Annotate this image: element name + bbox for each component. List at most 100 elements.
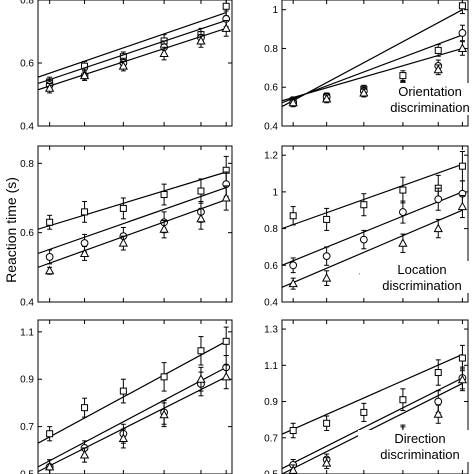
plot-area (38, 0, 231, 94)
fit-line-circle (38, 187, 227, 255)
plot-area (38, 326, 231, 474)
fit-line-square (282, 163, 463, 230)
data-point-circle (399, 208, 407, 216)
series-triangle (38, 19, 231, 94)
data-point-square (197, 347, 205, 355)
data-point-square (119, 387, 127, 395)
fit-line-circle (38, 19, 227, 85)
data-point-square (46, 430, 54, 438)
annotation-text: discrimination (390, 100, 469, 115)
annotation-text: Location (397, 262, 446, 277)
chart-panel-3: 0.4 0.6 0.8 (20, 145, 233, 309)
plot-area (38, 155, 231, 275)
data-point-square (81, 404, 89, 412)
series-triangle (38, 364, 231, 474)
fit-line-triangle (282, 209, 463, 288)
fit-line-circle (282, 34, 463, 104)
chart-panel-1: 0.4 0.6 0.8 (20, 0, 233, 133)
y-tick-label: 0.7 (20, 422, 34, 433)
data-point-triangle (44, 461, 55, 471)
series-square (282, 344, 466, 439)
fit-line-triangle (282, 47, 463, 102)
fit-line-square (38, 12, 227, 78)
y-tick-label: 0.4 (264, 122, 278, 133)
data-point-square (289, 212, 297, 220)
chart-panel-5: 0.5 0.7 0.9 1.1 (20, 319, 233, 474)
data-point-square (81, 62, 89, 70)
y-tick-label: 0.8 (20, 0, 34, 7)
plot-area (282, 0, 468, 108)
axes-frame (281, 145, 469, 303)
y-tick-label: 0.4 (20, 122, 34, 133)
y-tick-label: 1.2 (264, 151, 278, 162)
data-point-triangle (321, 458, 332, 467)
y-tick-label: 0.5 (20, 470, 34, 474)
data-point-circle (458, 29, 467, 37)
data-point-circle (359, 235, 368, 244)
series-square (38, 326, 230, 444)
data-point-circle (45, 253, 54, 261)
fit-line-circle (282, 377, 463, 470)
fit-line-triangle (282, 382, 463, 474)
data-point-square (81, 208, 89, 216)
y-tick-label: 1 (272, 187, 278, 198)
y-tick-label: 0.9 (264, 397, 278, 408)
y-tick-label: 1.1 (20, 327, 34, 338)
data-point-triangle (159, 409, 169, 419)
y-tick-label: 0.6 (20, 228, 34, 239)
data-point-square (360, 201, 368, 209)
annotation-bg (358, 430, 474, 446)
data-point-circle (434, 195, 443, 204)
fit-line-square (38, 171, 227, 230)
y-tick-label: 1 (272, 5, 278, 16)
axes-frame (281, 319, 469, 474)
data-point-triangle (118, 433, 129, 442)
data-point-circle (80, 239, 89, 247)
annotation-text: discrimination (380, 447, 459, 462)
data-point-square (434, 46, 442, 54)
annotation-bg (358, 446, 474, 462)
data-point-triangle (44, 265, 55, 275)
y-tick-label: 0.7 (264, 433, 278, 444)
data-point-square (222, 2, 230, 10)
data-point-square (323, 419, 331, 427)
data-point-square (46, 218, 54, 226)
data-point-triangle (457, 374, 468, 384)
y-tick-label: 0.6 (264, 83, 278, 94)
fit-line-triangle (38, 27, 227, 91)
data-point-triangle (433, 409, 443, 418)
annotation-text: discrimination (382, 278, 461, 293)
data-point-square (197, 187, 205, 195)
annotation-text: Orientation (398, 84, 462, 99)
data-point-triangle (288, 465, 298, 474)
y-tick-label: 0.9 (20, 375, 34, 386)
data-point-triangle (196, 35, 206, 45)
data-point-square (399, 186, 407, 194)
data-point-triangle (359, 87, 369, 97)
data-point-square (323, 215, 331, 223)
data-point-square (434, 369, 442, 377)
annotation-bg (368, 99, 474, 115)
fit-line-square (38, 340, 227, 444)
data-point-triangle (196, 213, 206, 223)
y-tick-label: 0.4 (20, 298, 34, 309)
data-point-square (222, 337, 230, 345)
data-point-triangle (457, 43, 468, 52)
data-point-square (160, 373, 168, 381)
series-square (38, 155, 230, 230)
axes-frame (281, 0, 469, 127)
data-point-circle (434, 397, 443, 406)
axes-frame (37, 319, 233, 474)
fit-line-circle (282, 191, 463, 266)
fit-line-circle (38, 366, 227, 468)
series-circle (38, 10, 231, 91)
data-point-triangle (79, 449, 90, 459)
data-point-triangle (321, 93, 332, 103)
data-point-triangle (221, 23, 231, 32)
y-tick-label: 0.8 (264, 44, 278, 55)
y-tick-label: 0.6 (20, 59, 34, 70)
